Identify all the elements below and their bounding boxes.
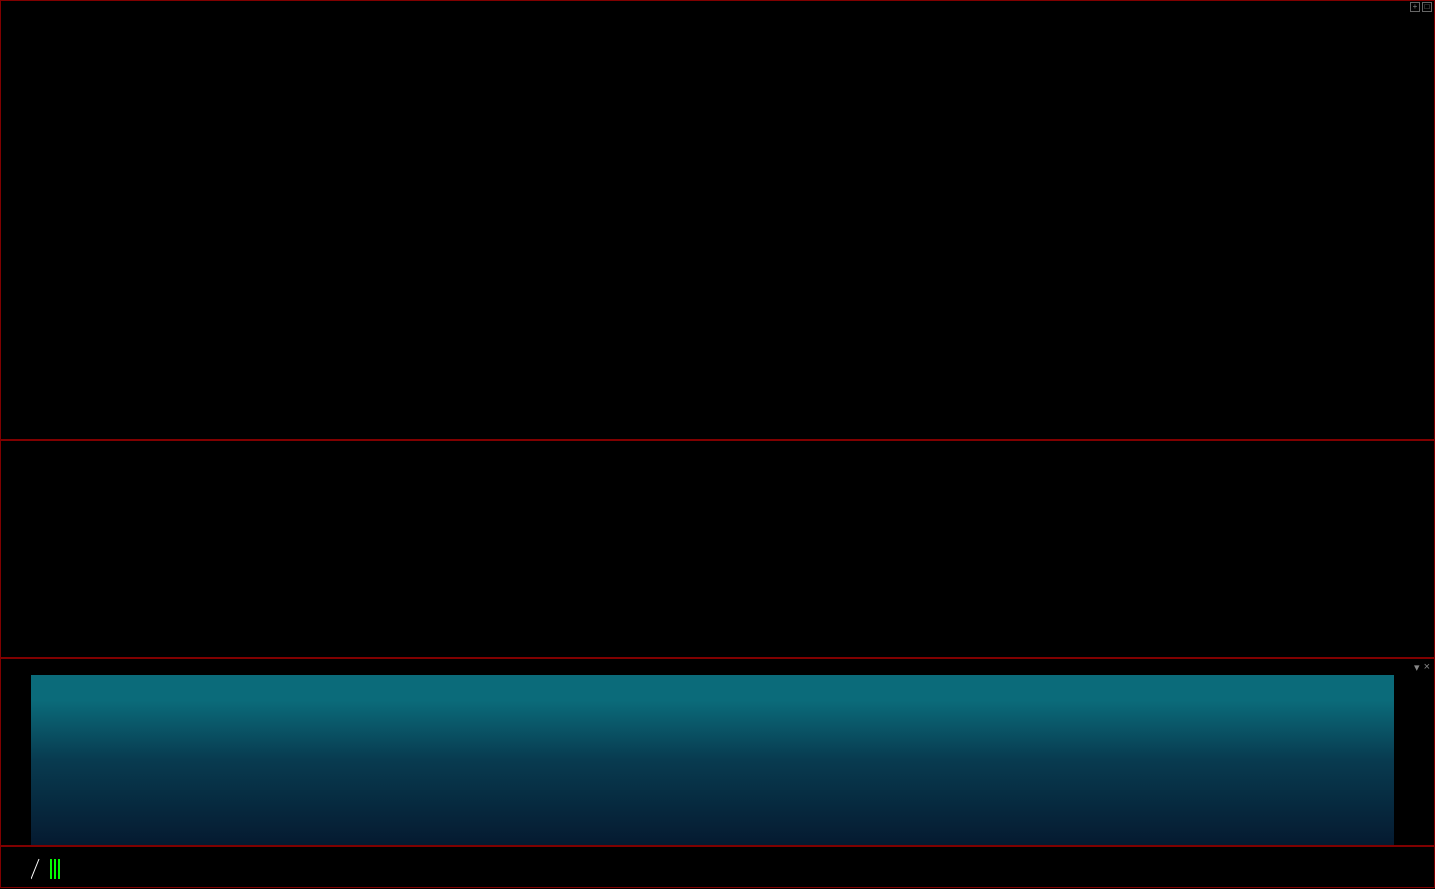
indicator-panel[interactable]: ▾ × — [0, 658, 1435, 846]
bottom-svg — [31, 849, 1396, 887]
close-icon[interactable]: × — [1424, 661, 1430, 674]
plus-icon[interactable]: + — [1410, 2, 1420, 12]
restore-icon[interactable]: □ — [1422, 2, 1432, 12]
price-header — [3, 1, 15, 15]
indicator-svg — [31, 675, 1396, 845]
chart-root: + □ ▾ × — [0, 0, 1435, 889]
dropdown-icon[interactable]: ▾ — [1414, 661, 1420, 674]
panel-controls: + □ — [1410, 2, 1432, 12]
price-chart-svg — [31, 15, 1396, 441]
indicator-controls: ▾ × — [1414, 661, 1430, 674]
volume-panel[interactable] — [0, 440, 1435, 658]
price-panel[interactable]: + □ — [0, 0, 1435, 440]
volume-chart-svg — [31, 443, 1396, 657]
indicator-header — [31, 660, 39, 674]
bottom-strip — [0, 846, 1435, 888]
